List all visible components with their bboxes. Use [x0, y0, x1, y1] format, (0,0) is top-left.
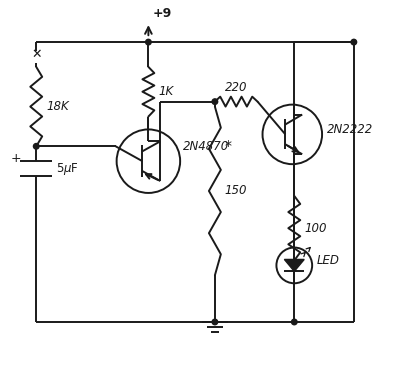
Circle shape [34, 144, 39, 149]
Circle shape [212, 99, 218, 104]
Circle shape [351, 39, 357, 45]
Text: *: * [225, 139, 232, 153]
Text: 5$\mu$F: 5$\mu$F [56, 161, 79, 177]
Text: +: + [11, 152, 22, 165]
Text: ✕: ✕ [31, 47, 42, 60]
Polygon shape [284, 259, 304, 271]
Circle shape [292, 319, 297, 325]
Text: LED: LED [317, 254, 340, 267]
Text: 220: 220 [225, 81, 248, 94]
Text: 2N2222: 2N2222 [327, 123, 373, 136]
Text: 2N4870: 2N4870 [183, 140, 229, 153]
Circle shape [212, 319, 218, 325]
Text: 1K: 1K [158, 85, 174, 98]
Circle shape [146, 39, 151, 45]
Text: 18K: 18K [46, 100, 69, 113]
Text: +9: +9 [152, 7, 172, 20]
Text: 100: 100 [304, 222, 327, 235]
Text: 150: 150 [225, 184, 247, 197]
